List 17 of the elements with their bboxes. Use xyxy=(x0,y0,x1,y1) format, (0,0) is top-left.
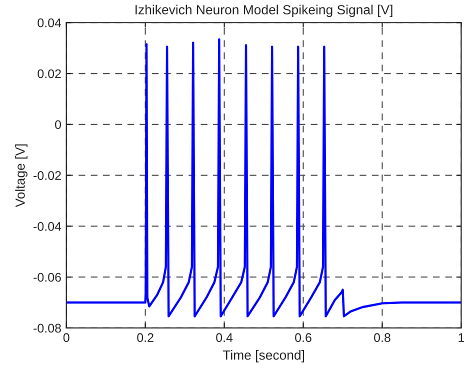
x-tick-label: 0 xyxy=(63,333,70,342)
y-tick-label: 0.02 xyxy=(38,69,61,78)
line-series xyxy=(66,38,462,318)
y-tick-label: -0.08 xyxy=(34,324,61,333)
y-tick-label: -0.06 xyxy=(34,272,61,282)
y-tick-label: -0.02 xyxy=(34,171,61,180)
y-axis-title: Voltage [V] xyxy=(15,144,28,208)
y-tick-label: -0.04 xyxy=(34,222,62,231)
x-tick-label: 0.2 xyxy=(137,333,154,342)
x-tick-label: 1 xyxy=(458,333,464,342)
x-axis-title: Time [second] xyxy=(222,350,304,362)
chart-title: Izhikevich Neuron Model Spikeing Signal [V] xyxy=(136,4,392,18)
y-tick-label: 0 xyxy=(55,120,62,130)
x-tick-label: 0.4 xyxy=(216,333,233,342)
y-tick-label: 0.04 xyxy=(38,18,62,28)
x-tick-label: 0.8 xyxy=(374,333,390,342)
x-tick-label: 0.6 xyxy=(295,333,312,342)
